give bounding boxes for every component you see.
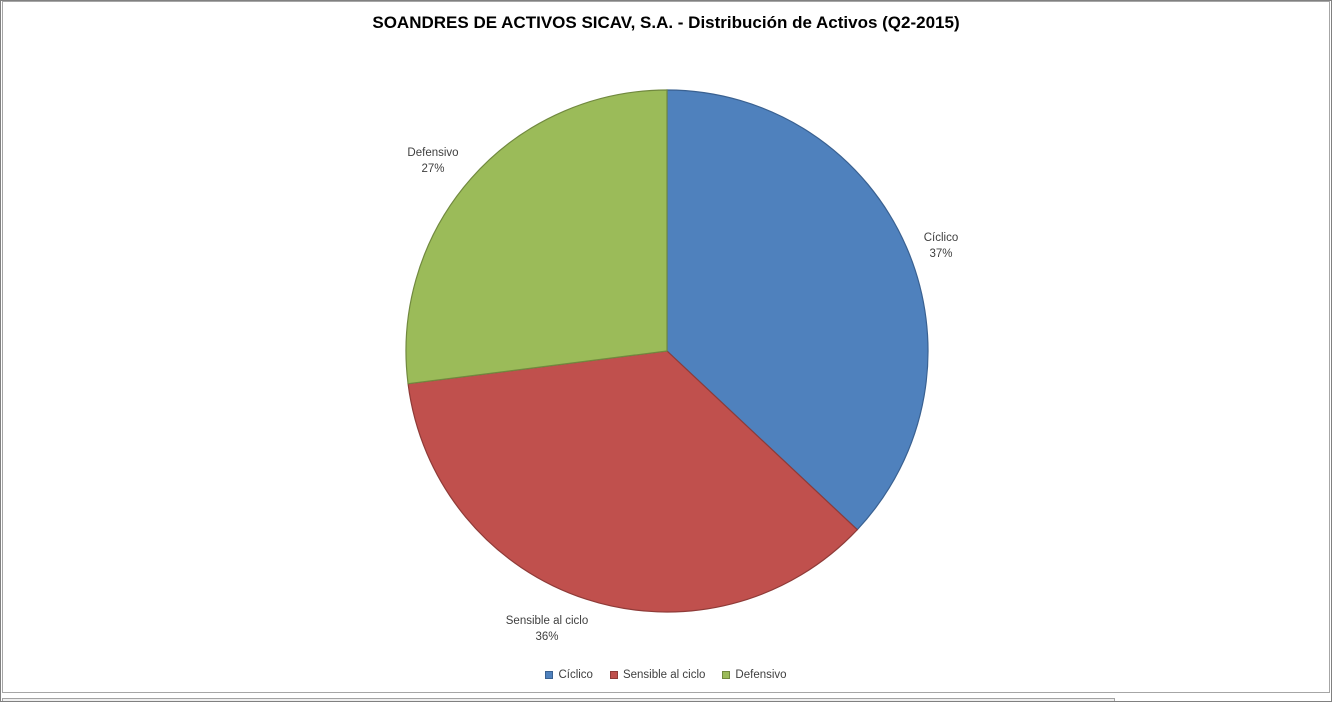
data-label-sensible-al-ciclo-pct: 36%: [535, 631, 559, 643]
chart-title: SOANDRES DE ACTIVOS SICAV, S.A. - Distri…: [372, 13, 960, 32]
data-label-ciclico-pct: 37%: [929, 248, 953, 260]
data-label-defensivo-name: Defensivo: [407, 147, 459, 159]
data-label-ciclico: Cíclico 37%: [924, 230, 959, 262]
data-label-ciclico-name: Cíclico: [923, 232, 959, 244]
legend-label-defensivo: Defensivo: [735, 669, 787, 681]
pie-slice-ciclico[interactable]: [666, 89, 929, 531]
pie-slice-sensible-al-ciclo[interactable]: [407, 350, 859, 613]
legend-swatch-sensible-al-ciclo: [609, 671, 618, 679]
legend-label-ciclico: Cíclico: [558, 669, 593, 681]
horizontal-scrollbar-remnant: [2, 698, 1115, 701]
data-label-defensivo-pct: 27%: [421, 163, 445, 175]
data-label-defensivo: Defensivo 27%: [407, 145, 458, 177]
legend-swatch-defensivo: [722, 671, 731, 679]
data-label-sensible-al-ciclo: Sensible al ciclo 36%: [506, 613, 588, 645]
legend-label-sensible-al-ciclo: Sensible al ciclo: [622, 669, 706, 681]
pie-chart[interactable]: [3, 2, 1331, 694]
data-label-sensible-al-ciclo-name: Sensible al ciclo: [505, 615, 589, 627]
legend-item-sensible-al-ciclo[interactable]: Sensible al ciclo: [609, 669, 706, 681]
chart-legend: Cíclico Sensible al ciclo Defensivo: [3, 669, 1329, 681]
pie-slice-defensivo[interactable]: [405, 89, 668, 385]
legend-item-defensivo[interactable]: Defensivo: [722, 669, 787, 681]
legend-item-ciclico[interactable]: Cíclico: [545, 669, 593, 681]
legend-swatch-ciclico: [545, 671, 554, 679]
